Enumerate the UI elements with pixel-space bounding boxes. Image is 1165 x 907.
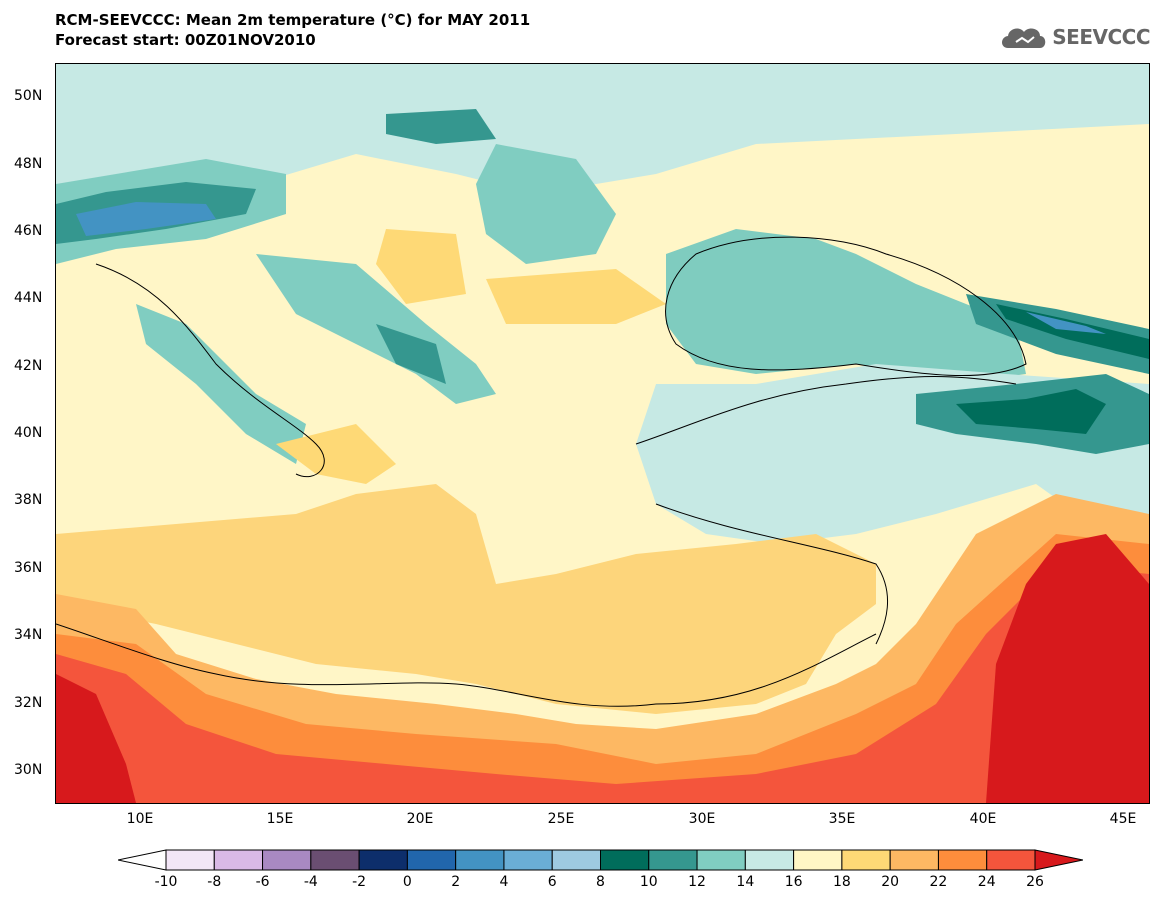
lat-label: 42N: [14, 358, 43, 374]
lat-label: 36N: [14, 560, 43, 576]
arabia: [986, 534, 1149, 803]
title-block: RCM-SEEVCCC: Mean 2m temperature (°C) fo…: [55, 10, 530, 50]
colorbar-swatch: [455, 849, 505, 871]
lon-label: 15E: [266, 811, 294, 827]
colorbar-swatch: [889, 849, 939, 871]
colorbar-swatch: [358, 849, 408, 871]
lon-label: 35E: [828, 811, 856, 827]
colorbar-label: -4: [303, 874, 318, 890]
seevccc-logo: SEEVCCC: [998, 22, 1150, 52]
lat-label: 34N: [14, 627, 43, 643]
colorbar-label: -8: [207, 874, 222, 890]
lon-label: 30E: [688, 811, 716, 827]
colorbar-swatch: [793, 849, 843, 871]
colorbar-label: 0: [402, 874, 412, 890]
colorbar-label: 2: [451, 874, 461, 890]
temperature-map: [55, 63, 1150, 804]
lon-label: 20E: [406, 811, 434, 827]
colorbar-label: 10: [639, 874, 658, 890]
lon-label: 45E: [1109, 811, 1137, 827]
colorbar-label: 16: [784, 874, 803, 890]
colorbar-label: 18: [832, 874, 851, 890]
colorbar-label: -10: [154, 874, 178, 890]
north-europe-band: [56, 64, 1149, 234]
colorbar-label: -2: [352, 874, 367, 890]
map-canvas: [56, 64, 1149, 803]
lat-label: 32N: [14, 695, 43, 711]
colorbar-swatch: [165, 849, 215, 871]
colorbar-swatch: [551, 849, 602, 871]
lat-label: 40N: [14, 425, 43, 441]
lon-label: 40E: [969, 811, 997, 827]
colorbar-swatch: [648, 849, 698, 871]
lat-label: 30N: [14, 762, 43, 778]
colorbar-label: 6: [547, 874, 557, 890]
colorbar-label: 22: [929, 874, 948, 890]
colorbar-swatch: [262, 849, 312, 871]
colorbar-label: 26: [1026, 874, 1044, 890]
temperature-colorbar: [118, 849, 1083, 871]
colorbar-label: 20: [881, 874, 900, 890]
colorbar-swatch: [503, 849, 553, 871]
colorbar-swatch: [213, 849, 264, 871]
colorbar-swatch: [744, 849, 795, 871]
colorbar-label: 12: [688, 874, 706, 890]
colorbar-swatch: [841, 849, 891, 871]
lon-label: 25E: [547, 811, 575, 827]
lat-label: 38N: [14, 492, 43, 508]
mediterranean-sea: [56, 484, 876, 714]
colorbar-swatch: [600, 849, 650, 871]
lat-label: 44N: [14, 290, 43, 306]
colorbar-swatch: [937, 849, 988, 871]
cloud-logo-icon: [1002, 28, 1046, 48]
colorbar-label: -6: [255, 874, 270, 890]
colorbar-low-triangle: [118, 849, 167, 871]
map-subtitle: Forecast start: 00Z01NOV2010: [55, 31, 316, 49]
lat-label: 46N: [14, 223, 43, 239]
colorbar-label: 14: [736, 874, 755, 890]
lat-label: 48N: [14, 156, 43, 172]
colorbar-label: 24: [977, 874, 996, 890]
map-title: RCM-SEEVCCC: Mean 2m temperature (°C) fo…: [55, 11, 531, 29]
black-sea: [666, 229, 1026, 384]
colorbar-swatch: [406, 849, 457, 871]
colorbar-label: 8: [596, 874, 605, 890]
colorbar-label: 4: [499, 874, 509, 890]
colorbar-high-triangle: [1034, 849, 1083, 871]
lon-label: 10E: [126, 811, 154, 827]
colorbar-swatch: [986, 849, 1036, 871]
logo-text: SEEVCCC: [1052, 25, 1150, 49]
colorbar-swatch: [696, 849, 746, 871]
lat-label: 50N: [14, 88, 43, 104]
colorbar-swatch: [310, 849, 360, 871]
